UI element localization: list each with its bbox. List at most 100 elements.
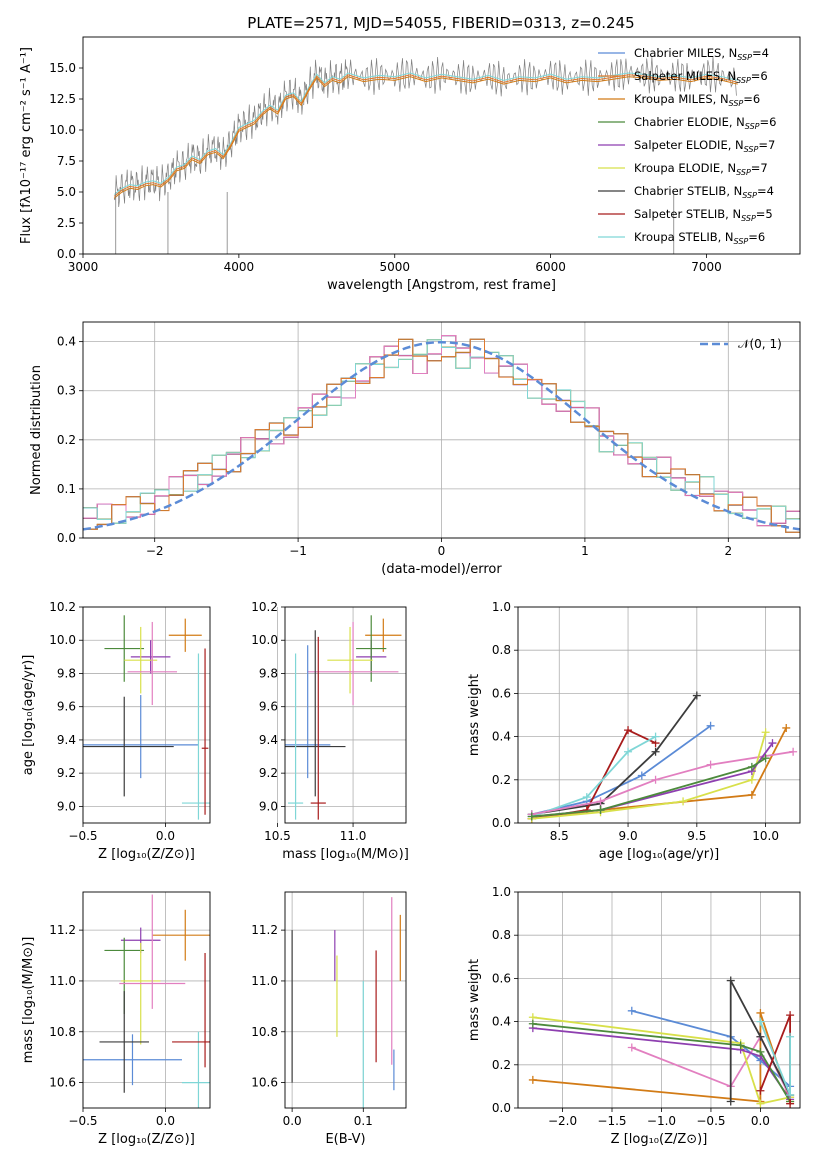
y-tick-label: 0.8 bbox=[492, 643, 511, 657]
y-tick-label: 10.8 bbox=[251, 1025, 278, 1039]
legend-label: Salpeter STELIB, NSSP=5 bbox=[634, 207, 773, 223]
x-axis-label: Z [log₁₀(Z/Z⊙)] bbox=[98, 847, 195, 862]
y-tick-label: 0.0 bbox=[492, 816, 511, 830]
y-tick-label: 1.0 bbox=[492, 885, 511, 899]
axes-frame bbox=[517, 606, 801, 824]
data-point-marker bbox=[786, 1091, 795, 1100]
x-tick-label: −1.5 bbox=[597, 1114, 626, 1128]
plot-area bbox=[528, 976, 795, 1108]
x-tick-label: −2.0 bbox=[548, 1114, 577, 1128]
x-axis-label: mass [log₁₀(M/M⊙)] bbox=[282, 847, 409, 862]
y-tick-label: 9.6 bbox=[259, 700, 278, 714]
y-tick-label: 11.0 bbox=[49, 974, 76, 988]
data-point-marker bbox=[756, 1017, 765, 1026]
x-tick-label: −1 bbox=[289, 544, 307, 558]
plot-area bbox=[83, 615, 210, 820]
data-point-marker bbox=[624, 726, 633, 735]
x-tick-label: −0.5 bbox=[68, 829, 97, 843]
data-point-marker bbox=[747, 762, 756, 771]
series-line bbox=[531, 757, 767, 818]
legend-label: 𝒩(0, 1) bbox=[738, 337, 782, 351]
x-tick-label: −2 bbox=[146, 544, 164, 558]
y-tick-label: 0.4 bbox=[57, 335, 76, 349]
axes-frame bbox=[82, 606, 211, 824]
data-point-marker bbox=[627, 1043, 636, 1052]
data-point-marker bbox=[651, 732, 660, 741]
legend-label: Chabrier MILES, NSSP=4 bbox=[634, 46, 769, 62]
y-tick-label: 9.0 bbox=[57, 799, 76, 813]
data-point-marker bbox=[596, 806, 605, 815]
spectrum-model-line bbox=[113, 74, 738, 197]
legend-label: Kroupa MILES, NSSP=6 bbox=[634, 92, 760, 108]
x-tick-label: 11.0 bbox=[340, 829, 367, 843]
y-tick-label: 10.8 bbox=[49, 1025, 76, 1039]
y-tick-label: 0.0 bbox=[57, 247, 76, 261]
y-axis-label: Normed distribution bbox=[29, 365, 44, 495]
y-tick-label: 1.0 bbox=[492, 600, 511, 614]
y-tick-label: 10.0 bbox=[251, 633, 278, 647]
y-tick-label: 0.4 bbox=[492, 1015, 511, 1029]
y-tick-label: 0.0 bbox=[492, 1101, 511, 1115]
y-tick-label: 0.0 bbox=[57, 531, 76, 545]
series-line bbox=[729, 980, 791, 1102]
data-point-marker bbox=[782, 723, 791, 732]
axes-frame bbox=[82, 891, 211, 1109]
histogram-step bbox=[83, 338, 800, 533]
y-tick-label: 9.4 bbox=[57, 733, 76, 747]
data-point-marker bbox=[637, 771, 646, 780]
x-axis-label: wavelength [Angstrom, rest frame] bbox=[327, 278, 556, 293]
data-point-marker bbox=[756, 1099, 765, 1108]
data-point-marker bbox=[596, 797, 605, 806]
data-point-marker bbox=[768, 739, 777, 748]
data-point-marker bbox=[756, 1086, 765, 1095]
gaussian-curve bbox=[83, 340, 800, 531]
plot-area bbox=[291, 897, 401, 1108]
y-tick-label: 0.2 bbox=[492, 773, 511, 787]
axes-frame bbox=[284, 891, 407, 1109]
data-point-marker bbox=[761, 754, 770, 763]
y-tick-label: 0.8 bbox=[492, 928, 511, 942]
legend-label: Kroupa ELODIE, NSSP=7 bbox=[634, 161, 768, 177]
x-tick-label: 3000 bbox=[68, 260, 99, 274]
spectrum-model-line bbox=[113, 72, 738, 195]
x-tick-label: 2 bbox=[724, 544, 732, 558]
y-tick-label: 10.6 bbox=[251, 1076, 278, 1090]
y-tick-label: 5.0 bbox=[57, 185, 76, 199]
series-line bbox=[532, 1016, 791, 1105]
y-tick-label: 2.5 bbox=[57, 216, 76, 230]
x-tick-label: −1.0 bbox=[647, 1114, 676, 1128]
data-point-marker bbox=[786, 1032, 795, 1041]
series-line bbox=[631, 1009, 791, 1088]
x-tick-label: 9.0 bbox=[619, 829, 638, 843]
plot-area bbox=[113, 56, 738, 254]
data-point-marker bbox=[679, 797, 688, 806]
data-point-marker bbox=[528, 1075, 537, 1084]
y-tick-label: 10.6 bbox=[49, 1076, 76, 1090]
y-axis-label: mass weight bbox=[467, 959, 482, 1041]
y-tick-label: 9.2 bbox=[57, 766, 76, 780]
data-point-marker bbox=[527, 812, 536, 821]
data-point-marker bbox=[706, 721, 715, 730]
x-tick-label: 1 bbox=[581, 544, 589, 558]
spectrum-data-line bbox=[113, 56, 737, 208]
y-tick-label: 0.3 bbox=[57, 384, 76, 398]
y-tick-label: 15.0 bbox=[49, 61, 76, 75]
y-tick-label: 9.8 bbox=[57, 666, 76, 680]
series-line bbox=[532, 1022, 791, 1102]
data-point-marker bbox=[786, 1099, 795, 1108]
y-tick-label: 11.0 bbox=[251, 974, 278, 988]
y-tick-label: 0.2 bbox=[57, 433, 76, 447]
y-axis-label: age [log₁₀(age/yr)] bbox=[21, 655, 36, 776]
y-tick-label: 9.6 bbox=[57, 700, 76, 714]
data-point-marker bbox=[756, 1008, 765, 1017]
data-point-marker bbox=[692, 691, 701, 700]
data-point-marker bbox=[747, 775, 756, 784]
y-tick-label: 10.0 bbox=[49, 123, 76, 137]
data-point-marker bbox=[624, 747, 633, 756]
series-line bbox=[531, 735, 657, 818]
plot-area bbox=[83, 335, 800, 533]
data-point-marker bbox=[761, 728, 770, 737]
x-tick-label: 0.0 bbox=[751, 1114, 770, 1128]
y-axis-label: Flux [fλ10⁻¹⁷ erg cm⁻² s⁻¹ A⁻¹] bbox=[19, 47, 34, 244]
plot-area bbox=[527, 691, 798, 823]
